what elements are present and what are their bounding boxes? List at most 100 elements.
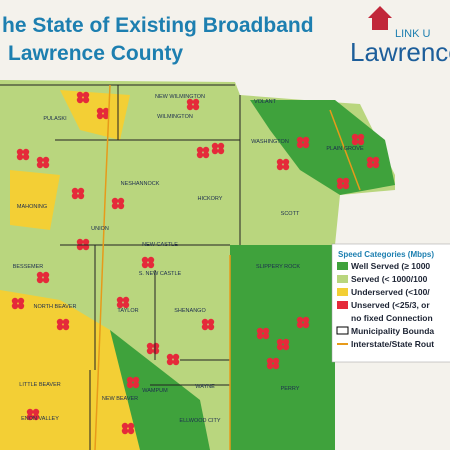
unserved-cell [351, 138, 359, 146]
unserved-cell [211, 147, 219, 155]
unserved-cell [272, 357, 280, 365]
unserved-cell [166, 353, 174, 361]
unserved-cell [296, 321, 304, 329]
municipality-label: NEW WILMINGTON [155, 94, 205, 100]
unserved-cell [26, 408, 34, 416]
legend-swatch [337, 288, 348, 296]
unserved-cell [126, 381, 134, 389]
unserved-cell [207, 318, 215, 326]
unserved-cell [32, 408, 40, 416]
unserved-cell [342, 182, 350, 190]
unserved-cell [196, 151, 204, 159]
unserved-cell [17, 297, 25, 305]
underserved-area [10, 170, 60, 230]
unserved-cell [262, 327, 270, 335]
municipality-label: ELLWOOD CITY [179, 418, 220, 424]
well-served-area [110, 330, 210, 450]
unserved-cell [302, 141, 310, 149]
unserved-cell [372, 156, 380, 164]
municipality-label: UNION [91, 226, 109, 232]
municipality-label: ENON VALLEY [21, 416, 59, 422]
unserved-cell [62, 323, 70, 331]
unserved-cell [172, 358, 180, 366]
municipality-label: PLAIN GROVE [326, 146, 364, 152]
unserved-cell [32, 413, 40, 421]
title-line: he State of Existing Broadband [2, 14, 314, 37]
unserved-cell [71, 192, 79, 200]
unserved-cell [282, 163, 290, 171]
unserved-cell [36, 276, 44, 284]
municipality-label: NESHANNOCK [121, 181, 160, 187]
unserved-cell [42, 271, 50, 279]
unserved-cell [201, 323, 209, 331]
unserved-cell [217, 147, 225, 155]
unserved-cell [17, 302, 25, 310]
unserved-cell [141, 261, 149, 269]
road [94, 84, 361, 450]
municipality-label: NEW CASTLE [142, 242, 178, 248]
unserved-cell [117, 202, 125, 210]
unserved-cell [296, 316, 304, 324]
unserved-cell [96, 107, 104, 115]
municipality-label: MAHONING [17, 204, 47, 210]
unserved-cell [62, 318, 70, 326]
legend-label: Well Served (≥ 1000 [351, 261, 430, 271]
unserved-cell [16, 153, 24, 161]
unserved-cell [266, 357, 274, 365]
legend-box [331, 243, 450, 363]
unserved-cell [121, 422, 129, 430]
unserved-cell [256, 332, 264, 340]
municipality-label: SCOTT [281, 211, 300, 217]
title-line: Lawrence County [8, 42, 183, 65]
unserved-cell [276, 338, 284, 346]
municipality-label: WASHINGTON [251, 139, 289, 145]
unserved-cell [186, 103, 194, 111]
unserved-cell [127, 422, 135, 430]
municipality-label: NORTH BEAVER [34, 304, 77, 310]
legend-label: Interstate/State Rout [351, 339, 434, 349]
unserved-cell [147, 256, 155, 264]
unserved-cell [217, 142, 225, 150]
unserved-cell [192, 103, 200, 111]
unserved-cell [207, 323, 215, 331]
unserved-cell [302, 316, 310, 324]
unserved-cell [351, 133, 359, 141]
legend-title: Speed Categories (Mbps) [338, 250, 434, 259]
unserved-cell [172, 353, 180, 361]
unserved-cell [186, 98, 194, 106]
legend-label: Unserved (<25/3, or [351, 300, 430, 310]
unserved-cell [116, 301, 124, 309]
county-map: NEW WILMINGTON WILMINGTON VOLANT PLAIN GROV… [0, 80, 395, 450]
municipality-boundary [0, 84, 241, 450]
unserved-cell [36, 271, 44, 279]
unserved-cell [201, 318, 209, 326]
municipality-label: TAYLOR [117, 308, 138, 314]
unserved-cell [256, 327, 264, 335]
unserved-cell [26, 413, 34, 421]
municipality-label: S. NEW CASTLE [139, 271, 182, 277]
unserved-cell [146, 347, 154, 355]
municipality-label: NEW BEAVER [102, 396, 138, 402]
unserved-cell [357, 133, 365, 141]
unserved-cell [276, 343, 284, 351]
municipality-label: WILMINGTON [157, 114, 193, 120]
unserved-cell [302, 136, 310, 144]
unserved-cell [82, 238, 90, 246]
unserved-cell [132, 381, 140, 389]
unserved-cell [366, 156, 374, 164]
unserved-cell [262, 332, 270, 340]
unserved-cell [11, 302, 19, 310]
unserved-cell [117, 197, 125, 205]
unserved-cell [22, 148, 30, 156]
legend-items: Well Served (≥ 1000 Served (< 1000/100 Und… [336, 261, 434, 349]
unserved-cell [82, 96, 90, 104]
unserved-cell [16, 148, 24, 156]
logo-name: Lawrence [350, 37, 450, 67]
unserved-cell [166, 358, 174, 366]
unserved-cell [102, 112, 110, 120]
unserved-cell [126, 376, 134, 384]
unserved-cell [202, 151, 210, 159]
legend-swatch [336, 326, 349, 335]
unserved-cell [282, 338, 290, 346]
